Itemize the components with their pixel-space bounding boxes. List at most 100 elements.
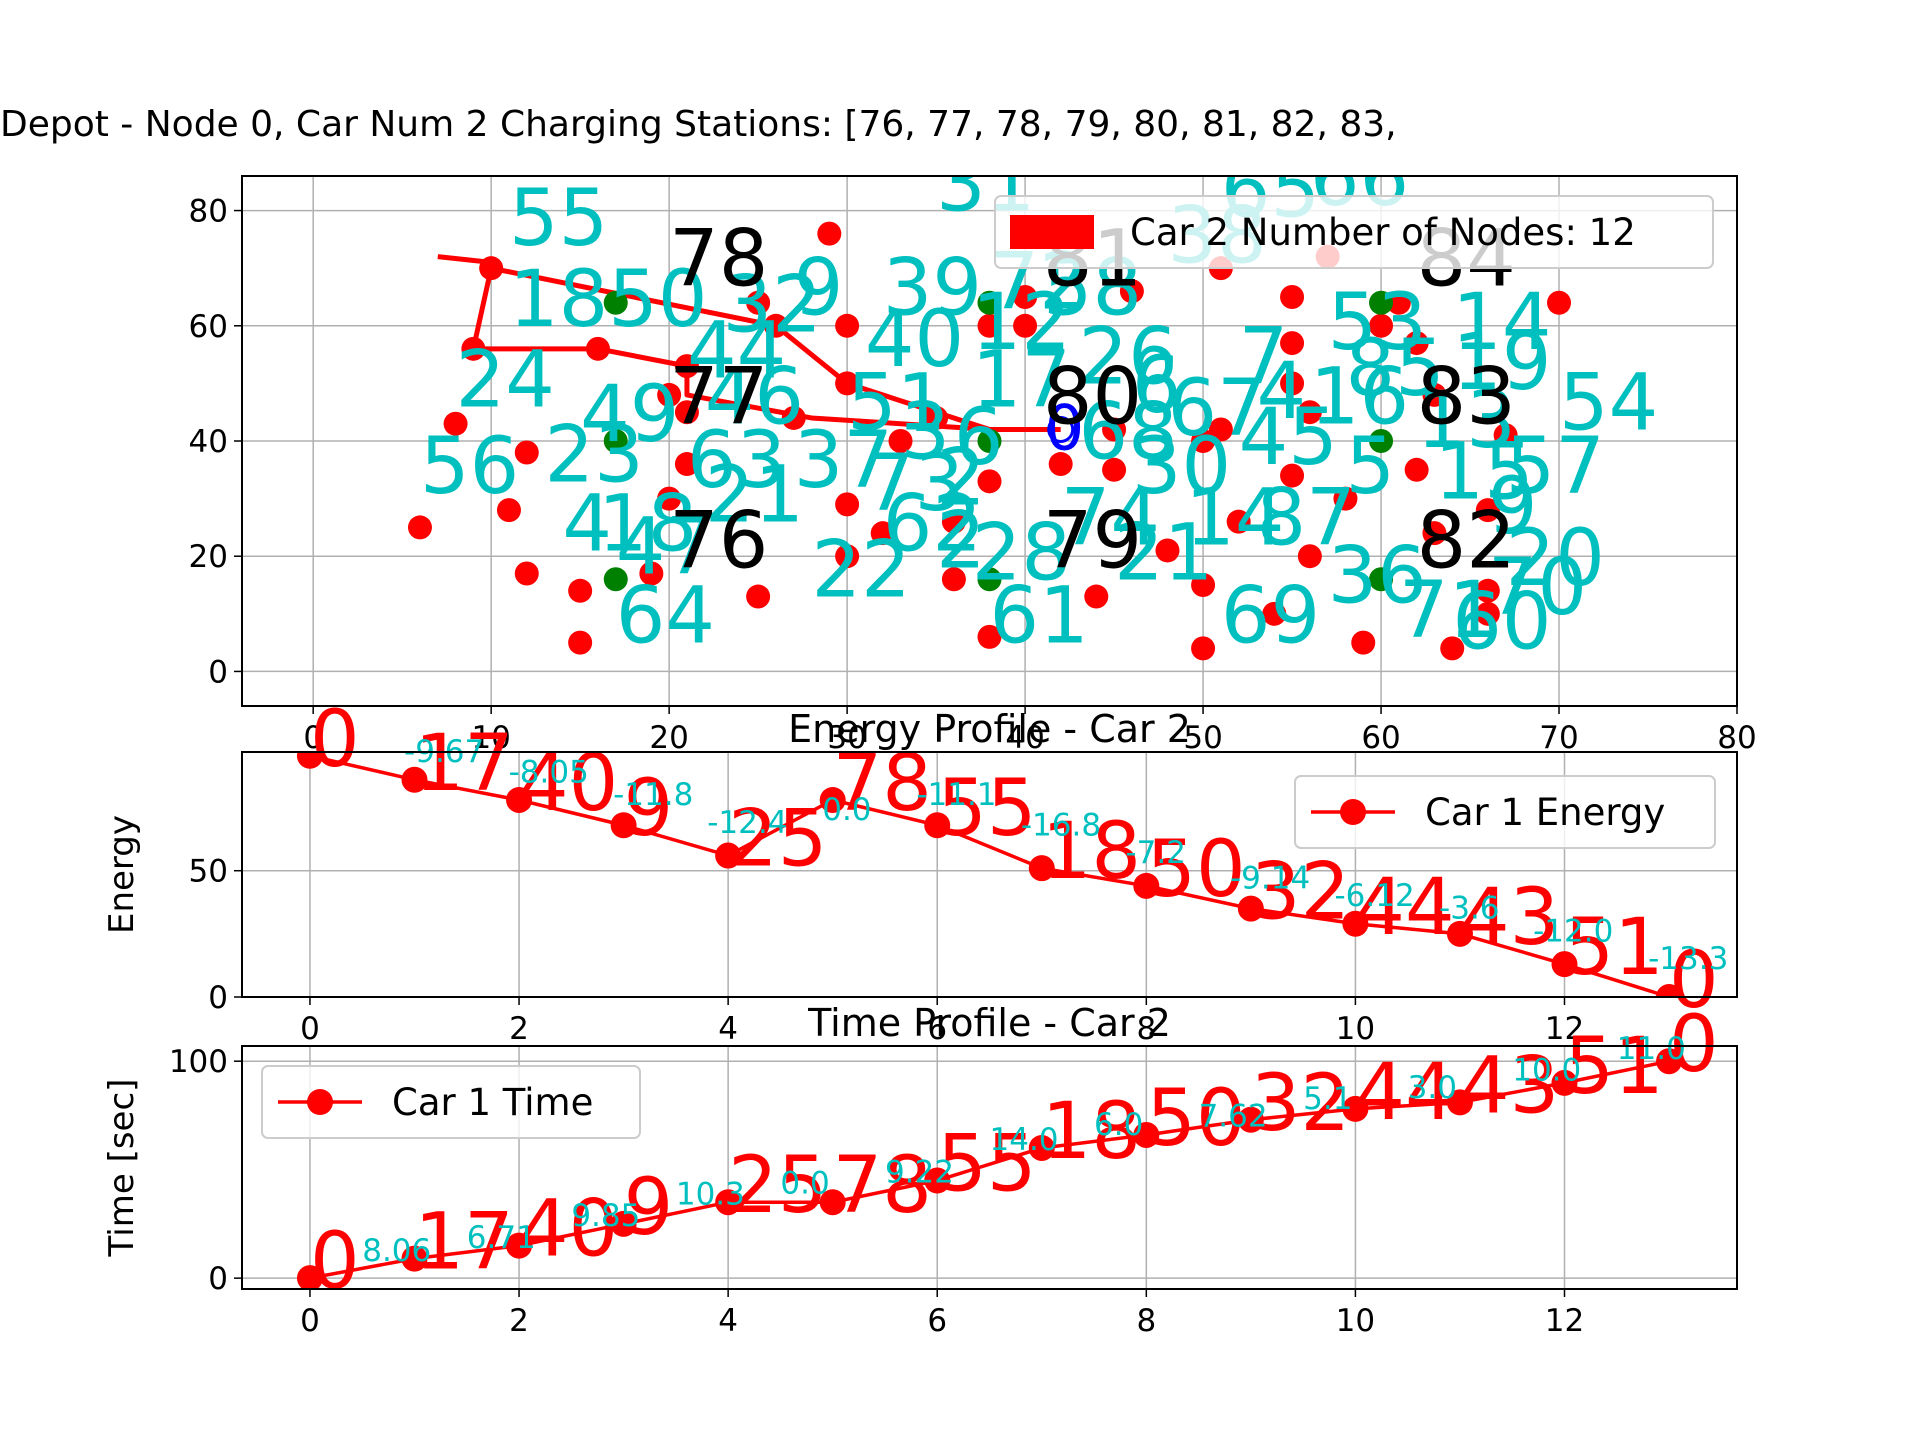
customer-node: [1404, 457, 1429, 482]
node-label: 9: [1488, 462, 1538, 552]
station-node: [977, 567, 1002, 592]
customer-node: [941, 567, 966, 592]
series-point: [1656, 984, 1683, 997]
customer-node: [1084, 584, 1109, 609]
node-label: 26: [1078, 312, 1177, 402]
series-point: [1028, 855, 1055, 882]
station-label: 78: [669, 214, 768, 304]
delta-label: 10.0: [1512, 1053, 1581, 1089]
customer-node: [1280, 463, 1305, 488]
customer-node: [835, 313, 860, 338]
point-label: 9: [624, 1163, 674, 1253]
point-label: 9: [624, 764, 674, 854]
point-label: 0: [310, 695, 360, 785]
station-label: 80: [1043, 353, 1142, 443]
customer-node: [1493, 423, 1518, 448]
y-tick-label: 0: [208, 1261, 228, 1297]
node-label: 21: [705, 451, 804, 541]
series-point: [819, 1189, 846, 1216]
series-point: [1446, 1089, 1473, 1116]
node-label: 37: [794, 416, 893, 506]
x-tick-label: 6: [927, 1303, 947, 1339]
node-label: 3: [901, 387, 951, 477]
customer-node: [657, 382, 682, 407]
delta-label: 0.0: [780, 1166, 829, 1202]
node-label: 4: [1256, 347, 1306, 437]
x-tick-label: 80: [1717, 720, 1756, 756]
series-point: [610, 1210, 637, 1237]
delta-label: 9.85: [571, 1198, 640, 1234]
series-point: [506, 786, 533, 813]
x-tick-label: 4: [718, 1011, 738, 1047]
customer-node: [835, 492, 860, 517]
axes-frame: [241, 751, 1738, 998]
y-axis-label: Time [sec]: [102, 1079, 142, 1258]
point-label: 50: [1146, 825, 1245, 915]
customer-node: [977, 313, 1002, 338]
legend-marker: [307, 1089, 333, 1115]
delta-label: -8.05: [509, 754, 589, 790]
series-point: [1237, 1106, 1264, 1133]
point-label: 44: [1355, 1048, 1454, 1138]
x-tick-label: 8: [1136, 1303, 1156, 1339]
station-node: [1369, 290, 1394, 315]
node-label: 16: [1310, 353, 1409, 443]
point-label: 51: [1565, 903, 1664, 993]
series-point: [506, 1232, 533, 1259]
node-label: 14: [1185, 474, 1284, 564]
legend-box: [261, 1065, 641, 1139]
profile-legend: Car 1 Time: [261, 1065, 641, 1139]
series-point: [1028, 1134, 1055, 1161]
delta-label: 3.0: [1408, 1070, 1457, 1106]
customer-node: [941, 509, 966, 534]
delta-label: -16.8: [1021, 807, 1101, 843]
customer-node: [674, 354, 699, 379]
customer-node: [1208, 417, 1233, 442]
y-tick-label: 20: [189, 539, 228, 575]
node-label: 17: [972, 335, 1071, 425]
node-label: 87: [1256, 474, 1355, 564]
x-tick-label: 4: [718, 1303, 738, 1339]
customer-node: [479, 256, 504, 281]
customer-node: [1191, 573, 1216, 598]
legend-label: Car 1 Time: [392, 1081, 593, 1124]
series-point: [715, 842, 742, 869]
legend-box: [994, 195, 1714, 269]
point-label: 0: [310, 1217, 360, 1307]
series-point: [1656, 1048, 1683, 1075]
station-node: [1369, 567, 1394, 592]
customer-node: [1280, 331, 1305, 356]
x-tick-label: 12: [1545, 1303, 1584, 1339]
x-tick-label: 12: [1545, 1011, 1584, 1047]
point-label: 44: [1355, 863, 1454, 953]
point-label: 55: [937, 764, 1036, 854]
station-label: 82: [1417, 497, 1516, 587]
y-tick-label: 60: [189, 309, 228, 345]
point-label: 55: [937, 1120, 1036, 1210]
customer-node: [1475, 578, 1500, 603]
customer-node: [657, 486, 682, 511]
node-label: 74: [1061, 474, 1160, 564]
series-point: [1446, 920, 1473, 947]
point-label: 0: [1669, 936, 1719, 1026]
node-label: 85: [1345, 324, 1444, 414]
node-label: 40: [865, 295, 964, 385]
customer-node: [1262, 601, 1287, 626]
node-label: 22: [812, 526, 911, 616]
station-label: 83: [1417, 353, 1516, 443]
customer-node: [639, 561, 664, 586]
profile-legend: Car 1 Energy: [1294, 775, 1716, 849]
node-label: 12: [972, 278, 1071, 368]
customer-node: [817, 221, 842, 246]
station-label: 77: [669, 353, 768, 443]
point-label: 25: [728, 1141, 827, 1231]
node-label: 68: [1078, 387, 1177, 477]
delta-label: -3.6: [1439, 891, 1500, 927]
series-line: [309, 1059, 1670, 1280]
y-tick-label: 80: [189, 194, 228, 230]
node-label: 61: [990, 572, 1089, 662]
